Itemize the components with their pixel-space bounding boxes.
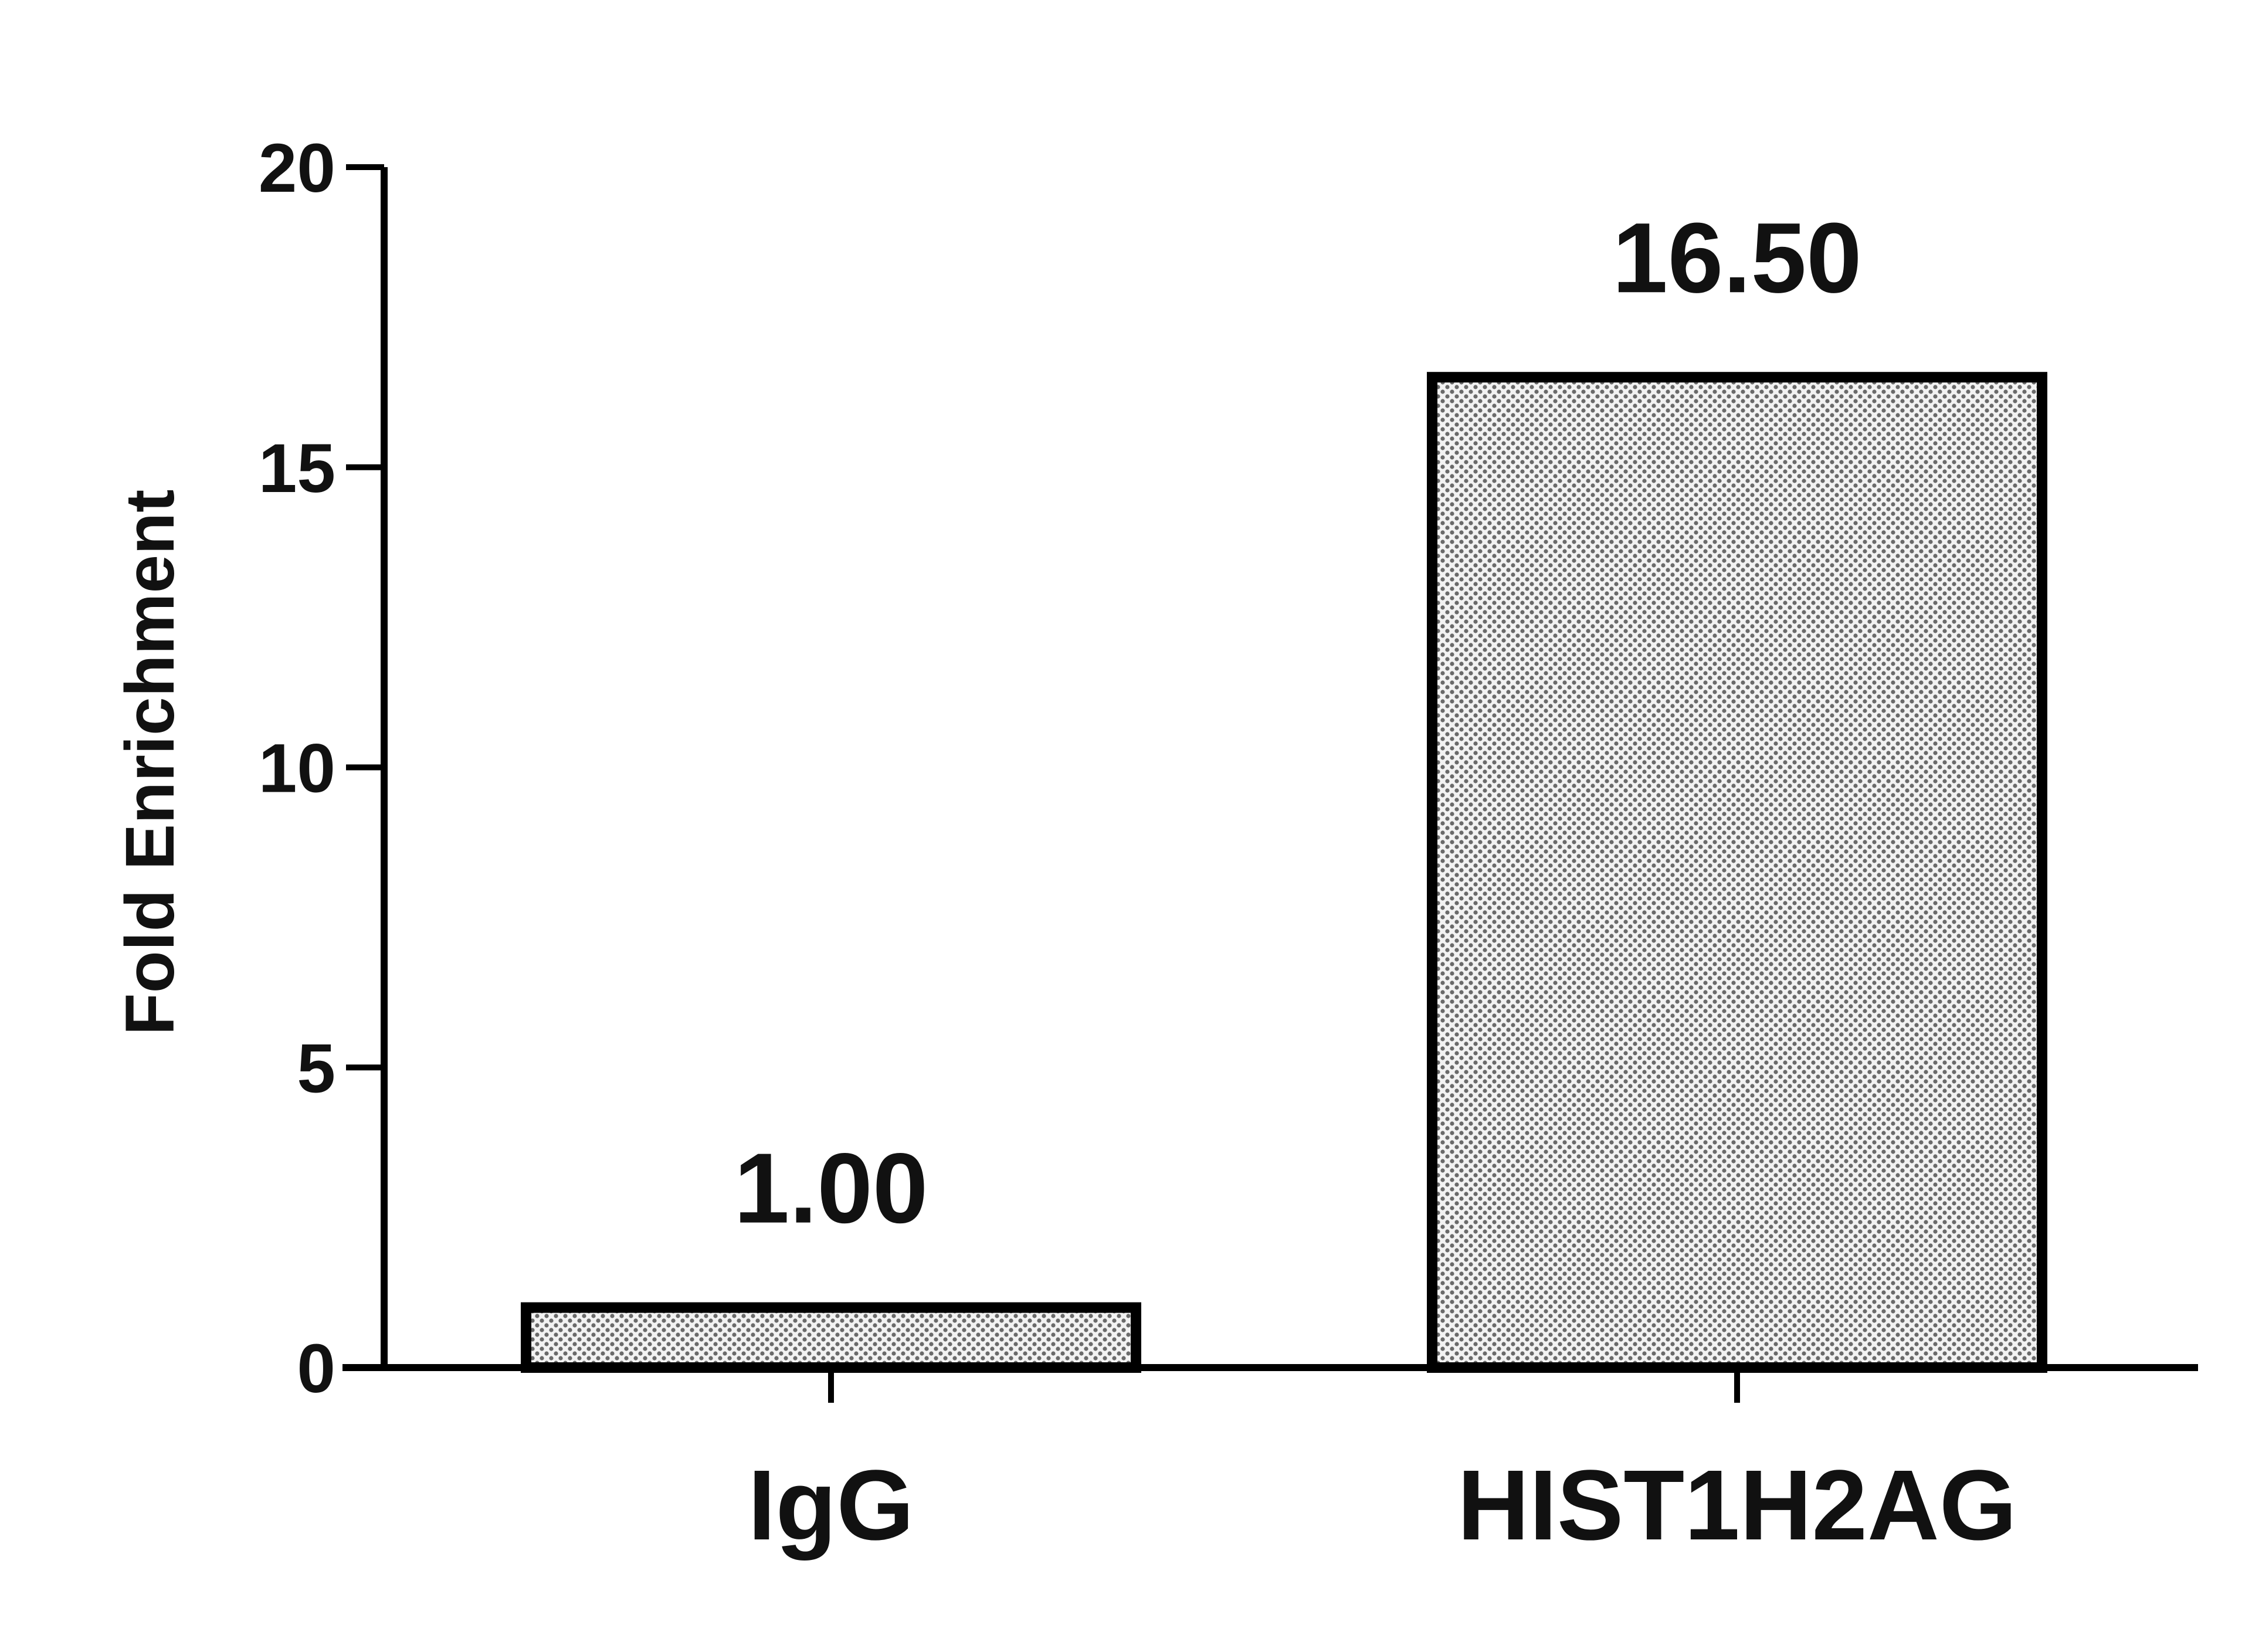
y-tick-label: 0 [297, 1330, 335, 1407]
data-label: 1.00 [734, 1133, 928, 1244]
y-tick-label: 20 [259, 130, 335, 207]
bar-hist1h2ag [1427, 372, 2047, 1373]
y-tick-label: 15 [259, 430, 335, 507]
data-label: 16.50 [1612, 202, 1861, 314]
y-axis-ticks: 0 5 10 15 20 [259, 130, 384, 1407]
bar-igg [521, 1302, 1141, 1373]
x-category-label: HIST1H2AG [1457, 1450, 2017, 1561]
x-category-label: IgG [748, 1450, 914, 1561]
y-tick-label: 5 [297, 1030, 335, 1107]
x-axis-ticks: IgG HIST1H2AG [748, 1368, 2017, 1561]
bars-group: 1.00 16.50 [521, 202, 2047, 1373]
y-tick-label: 10 [259, 730, 335, 808]
y-axis-title: Fold Enrichment [111, 490, 189, 1036]
